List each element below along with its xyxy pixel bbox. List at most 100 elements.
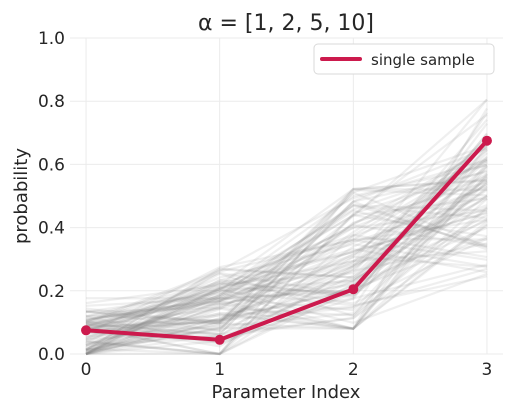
sample-line [85,197,488,313]
sample-line [85,218,488,322]
sample-line [85,122,488,334]
sample-line [85,161,488,330]
sample-line [85,145,488,352]
sample-line [85,98,488,325]
sample-line [85,255,488,353]
sample-line [85,181,488,354]
sample-line [85,223,488,347]
y-tick-label: 1.0 [38,29,65,49]
y-tick-label: 0.6 [38,155,65,175]
sample-line [85,160,488,353]
sample-line [85,113,488,356]
y-axis-label: probability [11,148,32,244]
sample-line [85,195,488,355]
sample-line [85,194,488,318]
sample-line [85,204,488,356]
sample-line [85,175,488,356]
sample-line [85,185,488,331]
x-tick-label: 3 [482,360,493,380]
series-single-sample [81,135,492,345]
sample-line [85,155,488,346]
sample-line [85,118,488,331]
sample-line [85,182,488,351]
grid [70,37,503,355]
sample-line [85,237,488,356]
series-line-single-sample [85,139,489,342]
sample-line [85,166,488,356]
sample-line [85,194,488,325]
sample-line [85,147,488,336]
data-point [214,334,225,345]
sample-line [85,159,488,356]
sample-line [85,247,488,355]
sample-line [85,243,488,333]
sample-line [85,141,488,323]
x-tick-label: 2 [348,360,359,380]
sample-line [85,272,488,324]
sample-line [85,191,488,328]
sample-line [85,163,488,326]
sample-line [85,207,488,350]
sample-line [85,149,488,326]
y-tick-label: 0.0 [38,345,65,365]
sample-line [85,136,488,341]
sample-line [85,238,488,336]
sample-line [85,173,488,322]
legend-box [313,43,495,75]
sample-line [85,267,488,330]
x-tick-label: 1 [214,360,225,380]
data-point [348,284,359,295]
sample-line [85,250,488,349]
sample-line [85,209,488,325]
sample-line [85,186,488,318]
sample-line [85,147,488,300]
sample-line [85,203,488,331]
sample-line [85,158,488,323]
legend: single sample [313,43,495,75]
data-point [81,325,92,336]
x-tick-label: 0 [81,360,92,380]
sample-line [85,204,488,346]
y-tick-label: 0.2 [38,282,65,302]
sample-line [85,214,488,351]
sample-line [85,170,488,356]
sample-line [85,169,488,356]
x-tick-labels: 0 1 2 3 [81,360,493,380]
sample-line [85,211,488,342]
sample-line [85,188,488,325]
sample-line [85,156,488,356]
sample-line [85,233,488,340]
sample-line [85,180,488,338]
sample-line [85,226,488,339]
sample-line [85,219,488,347]
sample-line [85,144,488,332]
sample-line [85,139,488,356]
data-point [481,135,492,146]
sample-line [85,206,488,346]
sample-line [85,197,488,328]
sample-line [85,176,488,332]
sample-line [85,165,488,351]
sample-line [85,187,488,325]
sample-line [85,179,488,322]
y-tick-labels: 0.0 0.2 0.4 0.6 0.8 1.0 [38,29,65,365]
sample-line [85,177,488,352]
sample-line [85,158,488,355]
sample-line [85,164,488,345]
legend-label-single-sample: single sample [371,51,475,69]
sample-line [85,200,488,336]
sample-line [85,189,488,356]
sample-line [85,275,488,335]
sample-line [85,197,488,336]
sample-line [85,218,488,351]
sample-line [85,164,488,328]
sample-line [85,211,488,355]
background-samples [85,98,488,356]
y-tick-label: 0.4 [38,219,65,239]
sample-line [85,98,488,336]
sample-line [85,237,488,323]
sample-line [85,236,488,329]
sample-line [85,206,488,356]
sample-line [85,213,488,307]
y-tick-label: 0.8 [38,92,65,112]
